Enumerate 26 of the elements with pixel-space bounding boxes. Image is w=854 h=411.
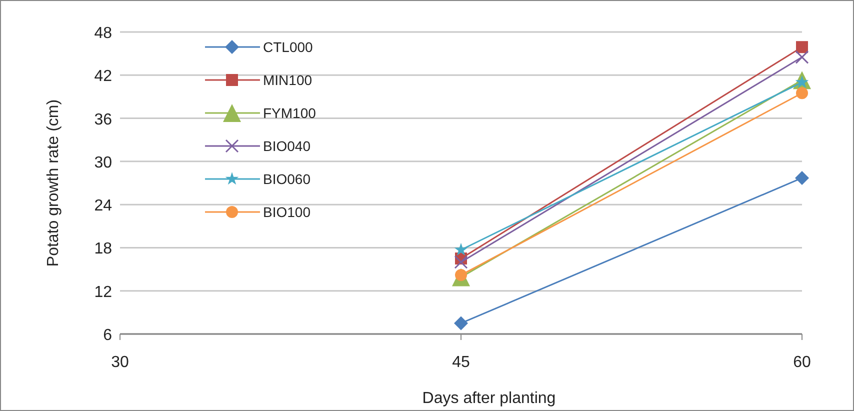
point <box>454 316 468 330</box>
legend-label: BIO100 <box>263 204 311 220</box>
point <box>454 255 468 269</box>
point <box>795 170 809 185</box>
y-tick-label: 6 <box>103 327 112 344</box>
y-tick-label: 42 <box>94 68 112 86</box>
x-tick-label: 60 <box>793 354 811 371</box>
y-tick-label: 36 <box>94 111 112 128</box>
point <box>795 50 809 64</box>
y-tick-label: 30 <box>94 154 112 172</box>
legend-label: BIO040 <box>263 138 311 154</box>
x-axis-title: Days after planting <box>422 390 556 407</box>
legend-label: FYM100 <box>263 105 316 121</box>
y-tick-label: 18 <box>94 240 112 258</box>
y-tick-label: 24 <box>94 198 112 215</box>
legend-label: MIN100 <box>263 72 312 88</box>
y-tick-label: 12 <box>94 284 112 301</box>
point <box>796 41 808 54</box>
legend-label: BIO060 <box>263 171 311 187</box>
y-tick-label: 48 <box>94 25 112 42</box>
point <box>454 242 468 256</box>
y-axis-title: Potato growth rate (cm) <box>45 99 62 267</box>
x-tick-label: 30 <box>111 354 129 371</box>
legend-label: CTL000 <box>263 39 314 55</box>
point <box>796 87 808 100</box>
x-tick-label: 45 <box>452 354 470 371</box>
